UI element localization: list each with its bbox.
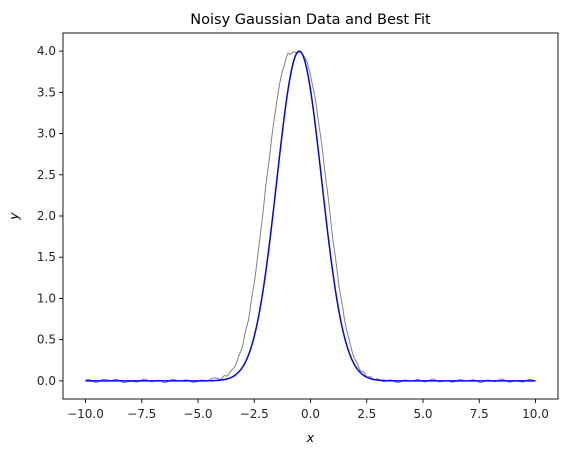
y-axis: 0.0 0.5 1.0 1.5 2.0 2.5 3.0 3.5 4.0 xyxy=(37,44,63,388)
fit-line xyxy=(85,50,536,382)
x-tick-label: 10.0 xyxy=(522,407,549,421)
x-tick-label: −10.0 xyxy=(67,407,104,421)
x-axis-label: x xyxy=(306,430,315,445)
noisy-data-line xyxy=(85,51,536,384)
x-tick-label: 7.5 xyxy=(470,407,489,421)
x-tick-label: 2.5 xyxy=(357,407,376,421)
x-tick-label: 0.0 xyxy=(301,407,320,421)
x-tick-label: 5.0 xyxy=(413,407,432,421)
y-axis-label: y xyxy=(6,212,21,221)
y-tick-label: 0.5 xyxy=(37,333,56,347)
y-tick-label: 3.0 xyxy=(37,127,56,141)
x-tick-label: −5.0 xyxy=(183,407,212,421)
y-tick-label: 3.5 xyxy=(37,85,56,99)
y-tick-label: 2.0 xyxy=(37,209,56,223)
x-tick-label: −2.5 xyxy=(240,407,269,421)
y-tick-label: 4.0 xyxy=(37,44,56,58)
x-axis: −10.0 −7.5 −5.0 −2.5 0.0 2.5 5.0 7.5 10.0 xyxy=(67,399,549,421)
plot-area xyxy=(85,50,536,384)
y-tick-label: 2.5 xyxy=(37,168,56,182)
x-tick-label: −7.5 xyxy=(127,407,156,421)
plot-frame xyxy=(62,32,559,400)
y-tick-label: 0.0 xyxy=(37,374,56,388)
y-tick-label: 1.5 xyxy=(37,250,56,264)
chart-title: Noisy Gaussian Data and Best Fit xyxy=(190,12,431,28)
y-tick-label: 1.0 xyxy=(37,291,56,305)
